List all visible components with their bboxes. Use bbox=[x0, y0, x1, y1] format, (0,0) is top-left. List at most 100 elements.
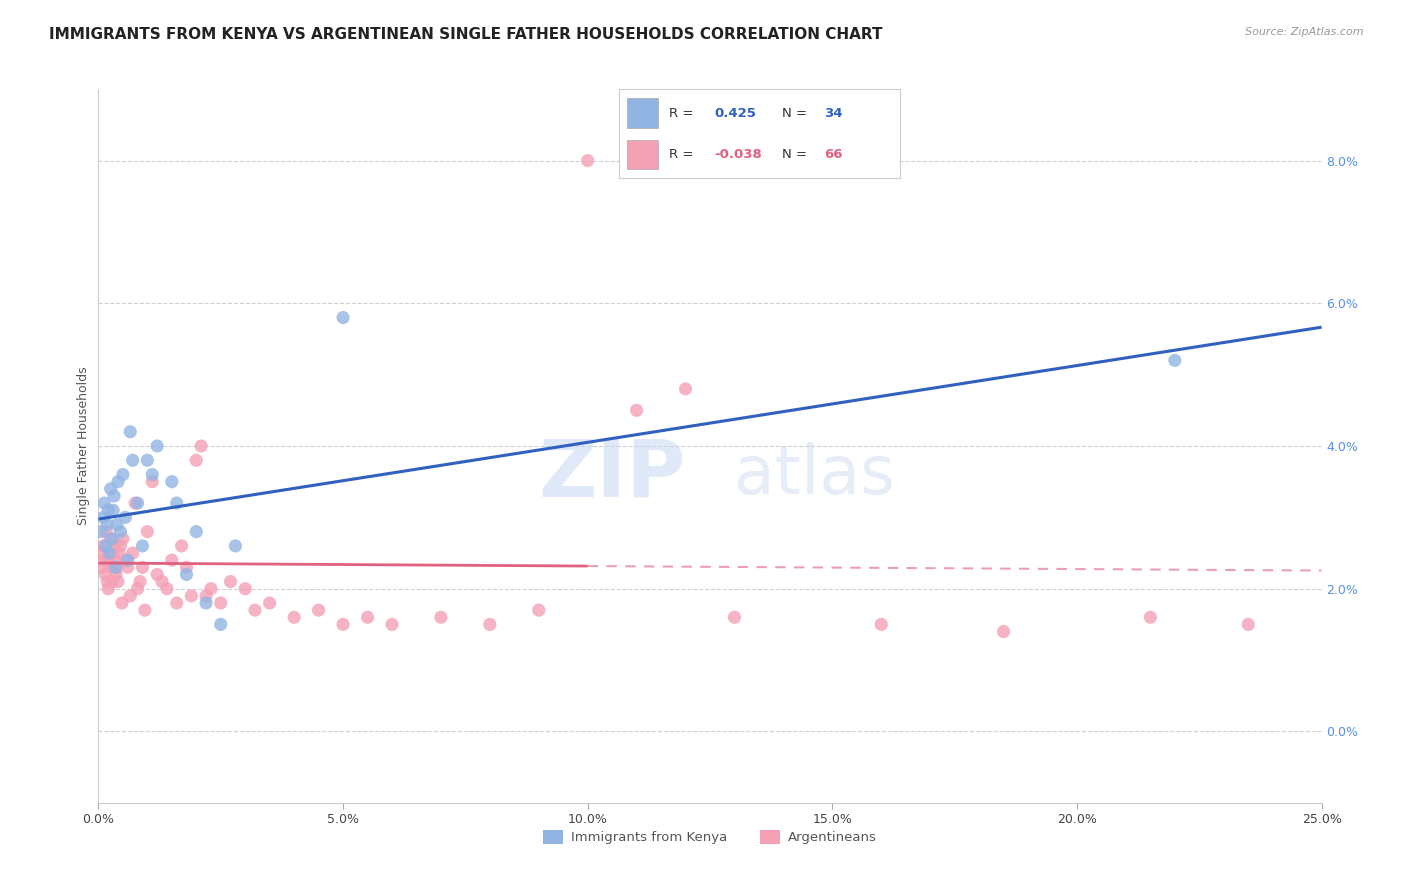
Point bbox=[103, 539, 125, 553]
Point bbox=[430, 610, 453, 624]
Point bbox=[100, 482, 122, 496]
Point bbox=[91, 539, 114, 553]
Point bbox=[111, 467, 134, 482]
Point bbox=[91, 510, 114, 524]
Point bbox=[308, 603, 330, 617]
Point bbox=[105, 567, 128, 582]
Point bbox=[111, 532, 134, 546]
Point bbox=[146, 567, 169, 582]
Point bbox=[200, 582, 222, 596]
FancyBboxPatch shape bbox=[627, 98, 658, 128]
Text: ZIP: ZIP bbox=[538, 435, 686, 514]
Point bbox=[141, 475, 163, 489]
Point bbox=[97, 503, 120, 517]
Point bbox=[120, 589, 142, 603]
Point bbox=[219, 574, 242, 589]
Point bbox=[870, 617, 893, 632]
Point bbox=[94, 539, 117, 553]
Point bbox=[195, 589, 218, 603]
Point bbox=[96, 524, 118, 539]
Point bbox=[1139, 610, 1161, 624]
Point bbox=[527, 603, 550, 617]
Point bbox=[150, 574, 173, 589]
Point bbox=[332, 617, 354, 632]
Point bbox=[96, 574, 118, 589]
Text: R =: R = bbox=[669, 148, 693, 161]
Point bbox=[108, 546, 131, 560]
Point bbox=[117, 560, 139, 574]
Point bbox=[131, 539, 153, 553]
Text: N =: N = bbox=[782, 148, 807, 161]
Text: IMMIGRANTS FROM KENYA VS ARGENTINEAN SINGLE FATHER HOUSEHOLDS CORRELATION CHART: IMMIGRANTS FROM KENYA VS ARGENTINEAN SIN… bbox=[49, 27, 883, 42]
Point bbox=[93, 553, 115, 567]
Point bbox=[90, 524, 112, 539]
Point bbox=[120, 425, 142, 439]
Point bbox=[98, 553, 121, 567]
Point bbox=[166, 496, 188, 510]
Text: R =: R = bbox=[669, 107, 693, 120]
Point bbox=[478, 617, 501, 632]
Point bbox=[117, 553, 139, 567]
Point bbox=[180, 589, 202, 603]
Point bbox=[723, 610, 745, 624]
Point bbox=[91, 560, 114, 574]
Legend: Immigrants from Kenya, Argentineans: Immigrants from Kenya, Argentineans bbox=[538, 825, 882, 850]
Point bbox=[121, 546, 143, 560]
Point bbox=[993, 624, 1015, 639]
Point bbox=[110, 539, 132, 553]
Point bbox=[94, 567, 117, 582]
Point bbox=[124, 496, 146, 510]
Point bbox=[356, 610, 378, 624]
Point bbox=[1164, 353, 1187, 368]
Point bbox=[100, 560, 122, 574]
Point bbox=[127, 582, 149, 596]
Point bbox=[160, 553, 183, 567]
Point bbox=[104, 553, 127, 567]
Point bbox=[332, 310, 354, 325]
Point bbox=[90, 546, 112, 560]
Text: atlas: atlas bbox=[734, 442, 896, 508]
FancyBboxPatch shape bbox=[627, 140, 658, 169]
Y-axis label: Single Father Households: Single Father Households bbox=[77, 367, 90, 525]
Point bbox=[96, 517, 118, 532]
Point bbox=[224, 539, 246, 553]
Point bbox=[576, 153, 599, 168]
Point bbox=[283, 610, 305, 624]
Point bbox=[101, 503, 124, 517]
Point bbox=[136, 453, 159, 467]
Point bbox=[141, 467, 163, 482]
Point bbox=[195, 596, 218, 610]
Point bbox=[156, 582, 179, 596]
Point bbox=[259, 596, 281, 610]
Point bbox=[166, 596, 188, 610]
Text: 34: 34 bbox=[824, 107, 842, 120]
Point bbox=[170, 539, 193, 553]
Point bbox=[131, 560, 153, 574]
Point bbox=[104, 560, 127, 574]
Point bbox=[243, 603, 266, 617]
Point bbox=[136, 524, 159, 539]
Point bbox=[127, 496, 149, 510]
Point bbox=[1237, 617, 1260, 632]
Point bbox=[111, 596, 134, 610]
Point bbox=[103, 489, 125, 503]
Point bbox=[186, 453, 208, 467]
Point bbox=[176, 560, 198, 574]
Text: 66: 66 bbox=[824, 148, 842, 161]
Text: -0.038: -0.038 bbox=[714, 148, 762, 161]
Text: Source: ZipAtlas.com: Source: ZipAtlas.com bbox=[1246, 27, 1364, 37]
Point bbox=[381, 617, 404, 632]
Point bbox=[98, 546, 121, 560]
Point bbox=[190, 439, 212, 453]
Point bbox=[626, 403, 648, 417]
Point bbox=[114, 553, 136, 567]
Point bbox=[105, 517, 128, 532]
Point bbox=[101, 532, 124, 546]
Point bbox=[105, 560, 128, 574]
Point bbox=[98, 532, 121, 546]
Point bbox=[97, 582, 120, 596]
Point bbox=[101, 546, 124, 560]
Point bbox=[101, 574, 124, 589]
Point bbox=[233, 582, 256, 596]
Point bbox=[107, 475, 129, 489]
